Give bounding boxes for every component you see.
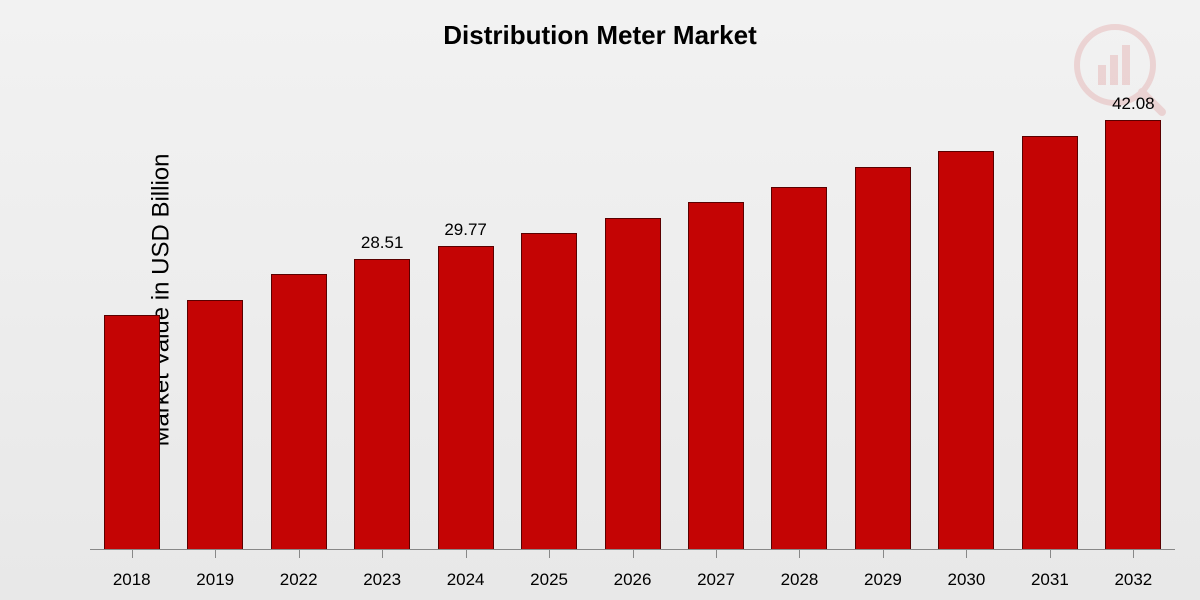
x-tick-label: 2029 bbox=[841, 570, 924, 590]
x-tick-label: 2027 bbox=[674, 570, 757, 590]
x-tick-label: 2023 bbox=[340, 570, 423, 590]
bar-group: 28.51 bbox=[340, 90, 423, 550]
chart-plot-area: 28.51 29.77 42.08 bbox=[90, 90, 1175, 550]
x-tick-mark bbox=[966, 550, 967, 558]
bars-container: 28.51 29.77 42.08 bbox=[90, 90, 1175, 550]
x-tick-label: 2028 bbox=[758, 570, 841, 590]
bar-value-label: 29.77 bbox=[444, 220, 487, 240]
x-tick-label: 2019 bbox=[173, 570, 256, 590]
bar bbox=[771, 187, 827, 550]
bar-group bbox=[841, 90, 924, 550]
bar-group bbox=[674, 90, 757, 550]
bar bbox=[605, 218, 661, 550]
bar-group bbox=[90, 90, 173, 550]
x-tick-mark bbox=[132, 550, 133, 558]
bar bbox=[1022, 136, 1078, 550]
bar bbox=[1105, 120, 1161, 550]
x-tick-label: 2030 bbox=[925, 570, 1008, 590]
x-tick-mark bbox=[799, 550, 800, 558]
x-tick-label: 2018 bbox=[90, 570, 173, 590]
bar-group bbox=[507, 90, 590, 550]
bar-group bbox=[173, 90, 256, 550]
x-tick-mark bbox=[1133, 550, 1134, 558]
x-tick-mark bbox=[299, 550, 300, 558]
bar-group bbox=[925, 90, 1008, 550]
x-tick-label: 2024 bbox=[424, 570, 507, 590]
bar bbox=[855, 167, 911, 550]
bar-group: 42.08 bbox=[1092, 90, 1175, 550]
x-tick-mark bbox=[883, 550, 884, 558]
x-tick-label: 2031 bbox=[1008, 570, 1091, 590]
x-tick-label: 2022 bbox=[257, 570, 340, 590]
x-tick-mark bbox=[716, 550, 717, 558]
bar bbox=[271, 274, 327, 550]
bar bbox=[438, 246, 494, 550]
chart-title: Distribution Meter Market bbox=[0, 20, 1200, 51]
bar-group bbox=[591, 90, 674, 550]
bar bbox=[187, 300, 243, 550]
x-tick-mark bbox=[466, 550, 467, 558]
x-tick-label: 2026 bbox=[591, 570, 674, 590]
x-tick-label: 2025 bbox=[507, 570, 590, 590]
bar bbox=[938, 151, 994, 550]
x-tick-mark bbox=[382, 550, 383, 558]
bar bbox=[104, 315, 160, 550]
bar bbox=[688, 202, 744, 550]
bar bbox=[521, 233, 577, 550]
x-tick-mark bbox=[633, 550, 634, 558]
bar-value-label: 28.51 bbox=[361, 233, 404, 253]
bar bbox=[354, 259, 410, 550]
x-tick-mark bbox=[1050, 550, 1051, 558]
x-tick-label: 2032 bbox=[1092, 570, 1175, 590]
bar-group bbox=[1008, 90, 1091, 550]
bar-group bbox=[257, 90, 340, 550]
bar-group bbox=[758, 90, 841, 550]
x-tick-mark bbox=[215, 550, 216, 558]
bar-value-label: 42.08 bbox=[1112, 94, 1155, 114]
x-axis: 2018201920222023202420252026202720282029… bbox=[90, 570, 1175, 590]
x-tick-mark bbox=[549, 550, 550, 558]
bar-group: 29.77 bbox=[424, 90, 507, 550]
